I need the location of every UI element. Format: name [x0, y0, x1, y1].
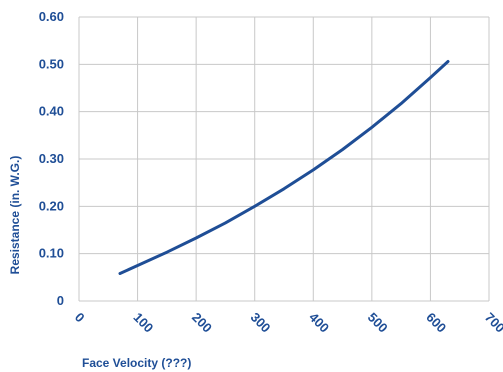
y-tick-label: 0.10 — [39, 246, 64, 261]
x-tick-label: 600 — [423, 310, 449, 336]
y-tick-labels: 0 0.10 0.20 0.30 0.40 0.50 0.60 — [39, 9, 64, 308]
x-tick-label: 700 — [482, 310, 503, 336]
y-tick-label: 0.50 — [39, 56, 64, 71]
x-tick-label: 300 — [248, 310, 274, 336]
x-tick-label: 400 — [306, 310, 332, 336]
grid — [78, 16, 490, 302]
x-tick-label: 0 — [72, 310, 88, 326]
series-line — [118, 60, 450, 275]
y-tick-label: 0.20 — [39, 198, 64, 213]
x-tick-label: 200 — [189, 310, 215, 336]
y-tick-label: 0.30 — [39, 151, 64, 166]
x-tick-labels: 0 100 200 300 400 500 600 700 — [72, 310, 503, 336]
y-tick-label: 0 — [57, 293, 64, 308]
series-lines — [118, 60, 450, 275]
y-tick-label: 0.40 — [39, 104, 64, 119]
y-tick-label: 0.60 — [39, 9, 64, 24]
x-axis-title: Face Velocity (???) — [82, 356, 191, 370]
y-axis-title: Resistance (in. W.G.) — [8, 156, 22, 275]
x-tick-label: 100 — [130, 310, 156, 336]
x-tick-label: 500 — [365, 310, 391, 336]
